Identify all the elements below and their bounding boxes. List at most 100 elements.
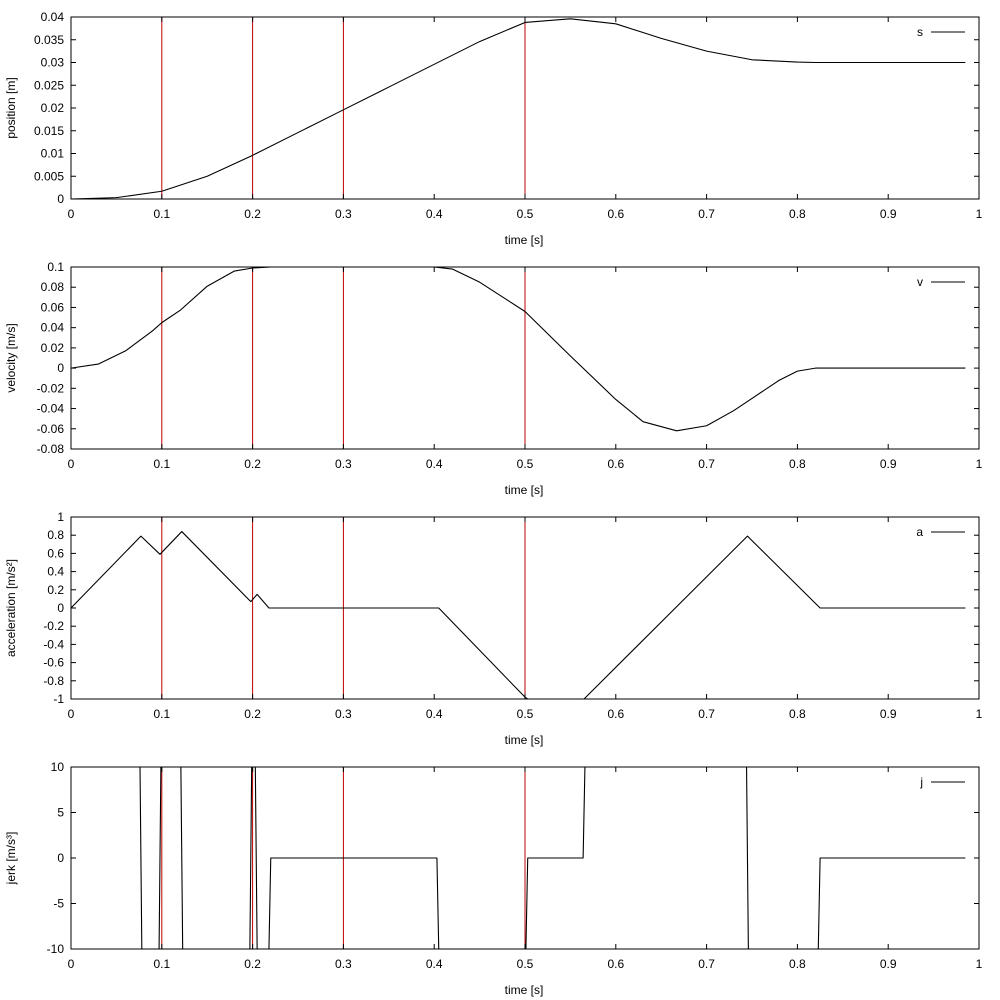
y-tick-label: -0.6 bbox=[43, 656, 64, 670]
y-tick-label: 1 bbox=[57, 510, 64, 524]
y-tick-label: 0.02 bbox=[41, 101, 65, 115]
plot-frame bbox=[70, 516, 980, 700]
series-line-j bbox=[71, 766, 966, 950]
x-tick-label: 0.9 bbox=[880, 457, 897, 471]
y-tick-label: 0 bbox=[57, 192, 64, 206]
x-tick-label: 0.5 bbox=[517, 457, 534, 471]
legend-label-a: a bbox=[916, 525, 923, 539]
y-tick-label: 0.04 bbox=[41, 321, 65, 335]
x-tick-label: 0.9 bbox=[880, 957, 897, 971]
plot-frame bbox=[70, 766, 980, 950]
x-tick-label: 0.7 bbox=[698, 957, 715, 971]
plot-frame bbox=[70, 16, 980, 200]
x-tick-label: 0.3 bbox=[335, 957, 352, 971]
x-tick-label: 0.4 bbox=[426, 707, 443, 721]
x-tick-label: 0 bbox=[68, 707, 75, 721]
x-tick-label: 0.3 bbox=[335, 707, 352, 721]
y-tick-label: -0.4 bbox=[43, 637, 64, 651]
y-axis-label: position [m] bbox=[4, 77, 18, 138]
y-tick-label: 0.4 bbox=[47, 565, 64, 579]
x-tick-label: 1 bbox=[976, 457, 983, 471]
y-tick-label: 0.025 bbox=[34, 78, 64, 92]
x-tick-label: 0.9 bbox=[880, 207, 897, 221]
x-tick-label: 0.6 bbox=[607, 457, 624, 471]
x-tick-label: 0.8 bbox=[789, 207, 806, 221]
x-tick-label: 1 bbox=[976, 707, 983, 721]
x-tick-label: 0.2 bbox=[244, 707, 261, 721]
x-axis-label: time [s] bbox=[505, 483, 544, 497]
legend-label-s: s bbox=[917, 25, 923, 39]
x-tick-label: 0.9 bbox=[880, 707, 897, 721]
y-tick-label: 0 bbox=[57, 601, 64, 615]
y-tick-label: 0.005 bbox=[34, 169, 64, 183]
x-tick-label: 0.8 bbox=[789, 457, 806, 471]
y-axis-label: acceleration [m/s²] bbox=[4, 559, 18, 657]
x-tick-label: 0.6 bbox=[607, 207, 624, 221]
x-tick-label: 0.5 bbox=[517, 957, 534, 971]
y-tick-label: 0 bbox=[57, 361, 64, 375]
chart-panel-3: 0 0.1 0.2 0.3 0.4 0.5 0.6 0.7 0.8 0.9 1 -1 -0.8 -0.6 -… bbox=[4, 510, 983, 747]
y-tick-label: 10 bbox=[51, 760, 65, 774]
y-tick-label: -10 bbox=[47, 942, 65, 956]
y-tick-label: 0.08 bbox=[41, 280, 65, 294]
x-tick-label: 0.8 bbox=[789, 957, 806, 971]
y-axis-label: jerk [m/s³] bbox=[4, 832, 18, 886]
x-axis-label: time [s] bbox=[505, 983, 544, 997]
x-tick-label: 0.4 bbox=[426, 457, 443, 471]
y-tick-label: 0.6 bbox=[47, 546, 64, 560]
x-tick-label: 0.7 bbox=[698, 707, 715, 721]
y-tick-label: 0.8 bbox=[47, 528, 64, 542]
x-tick-label: 0 bbox=[68, 457, 75, 471]
chart-panel-4: 0 0.1 0.2 0.3 0.4 0.5 0.6 0.7 0.8 0.9 1 -10 -5 0 5 10 j t… bbox=[4, 760, 983, 997]
x-tick-label: 0.7 bbox=[698, 457, 715, 471]
y-axis-label: velocity [m/s] bbox=[4, 323, 18, 392]
x-tick-label: 0.4 bbox=[426, 957, 443, 971]
y-tick-label: 0.06 bbox=[41, 300, 65, 314]
series-line-a bbox=[70, 531, 966, 700]
y-tick-label: 0.01 bbox=[41, 147, 65, 161]
series-line-v bbox=[70, 266, 966, 432]
y-tick-label: -5 bbox=[53, 897, 64, 911]
y-tick-label: 0.035 bbox=[34, 33, 64, 47]
x-tick-label: 0.6 bbox=[607, 957, 624, 971]
x-tick-label: 0.1 bbox=[153, 707, 170, 721]
x-tick-label: 0.5 bbox=[517, 707, 534, 721]
x-tick-label: 0.2 bbox=[244, 207, 261, 221]
y-tick-label: -0.04 bbox=[37, 402, 65, 416]
x-tick-label: 1 bbox=[976, 957, 983, 971]
x-axis-label: time [s] bbox=[505, 233, 544, 247]
y-tick-label: 0 bbox=[57, 851, 64, 865]
y-tick-label: -1 bbox=[53, 692, 64, 706]
x-tick-label: 0.3 bbox=[335, 457, 352, 471]
y-tick-label: 0.04 bbox=[41, 10, 65, 24]
y-tick-label: -0.06 bbox=[37, 422, 65, 436]
x-tick-label: 0.1 bbox=[153, 957, 170, 971]
y-tick-label: 0.015 bbox=[34, 124, 64, 138]
y-tick-label: -0.08 bbox=[37, 442, 65, 456]
series-line-s bbox=[70, 18, 966, 200]
x-tick-label: 1 bbox=[976, 207, 983, 221]
y-tick-label: 0.02 bbox=[41, 341, 65, 355]
x-tick-label: 0.1 bbox=[153, 207, 170, 221]
y-tick-label: 5 bbox=[57, 806, 64, 820]
x-tick-label: 0.2 bbox=[244, 457, 261, 471]
plot-frame bbox=[70, 266, 980, 450]
x-tick-label: 0.7 bbox=[698, 207, 715, 221]
x-tick-label: 0.6 bbox=[607, 707, 624, 721]
chart-panel-1: 0 0.1 0.2 0.3 0.4 0.5 0.6 0.7 0.8 0.9 1 0 0.005 0.01 0… bbox=[4, 10, 983, 247]
x-tick-label: 0.4 bbox=[426, 207, 443, 221]
x-tick-label: 0.2 bbox=[244, 957, 261, 971]
y-tick-label: -0.02 bbox=[37, 381, 65, 395]
x-tick-label: 0.3 bbox=[335, 207, 352, 221]
x-tick-label: 0 bbox=[68, 957, 75, 971]
x-axis-label: time [s] bbox=[505, 733, 544, 747]
x-tick-label: 0 bbox=[68, 207, 75, 221]
legend-label-v: v bbox=[917, 275, 923, 289]
y-tick-label: -0.2 bbox=[43, 619, 64, 633]
x-tick-label: 0.8 bbox=[789, 707, 806, 721]
y-tick-label: 0.1 bbox=[47, 260, 64, 274]
y-tick-label: 0.2 bbox=[47, 583, 64, 597]
y-tick-label: -0.8 bbox=[43, 674, 64, 688]
